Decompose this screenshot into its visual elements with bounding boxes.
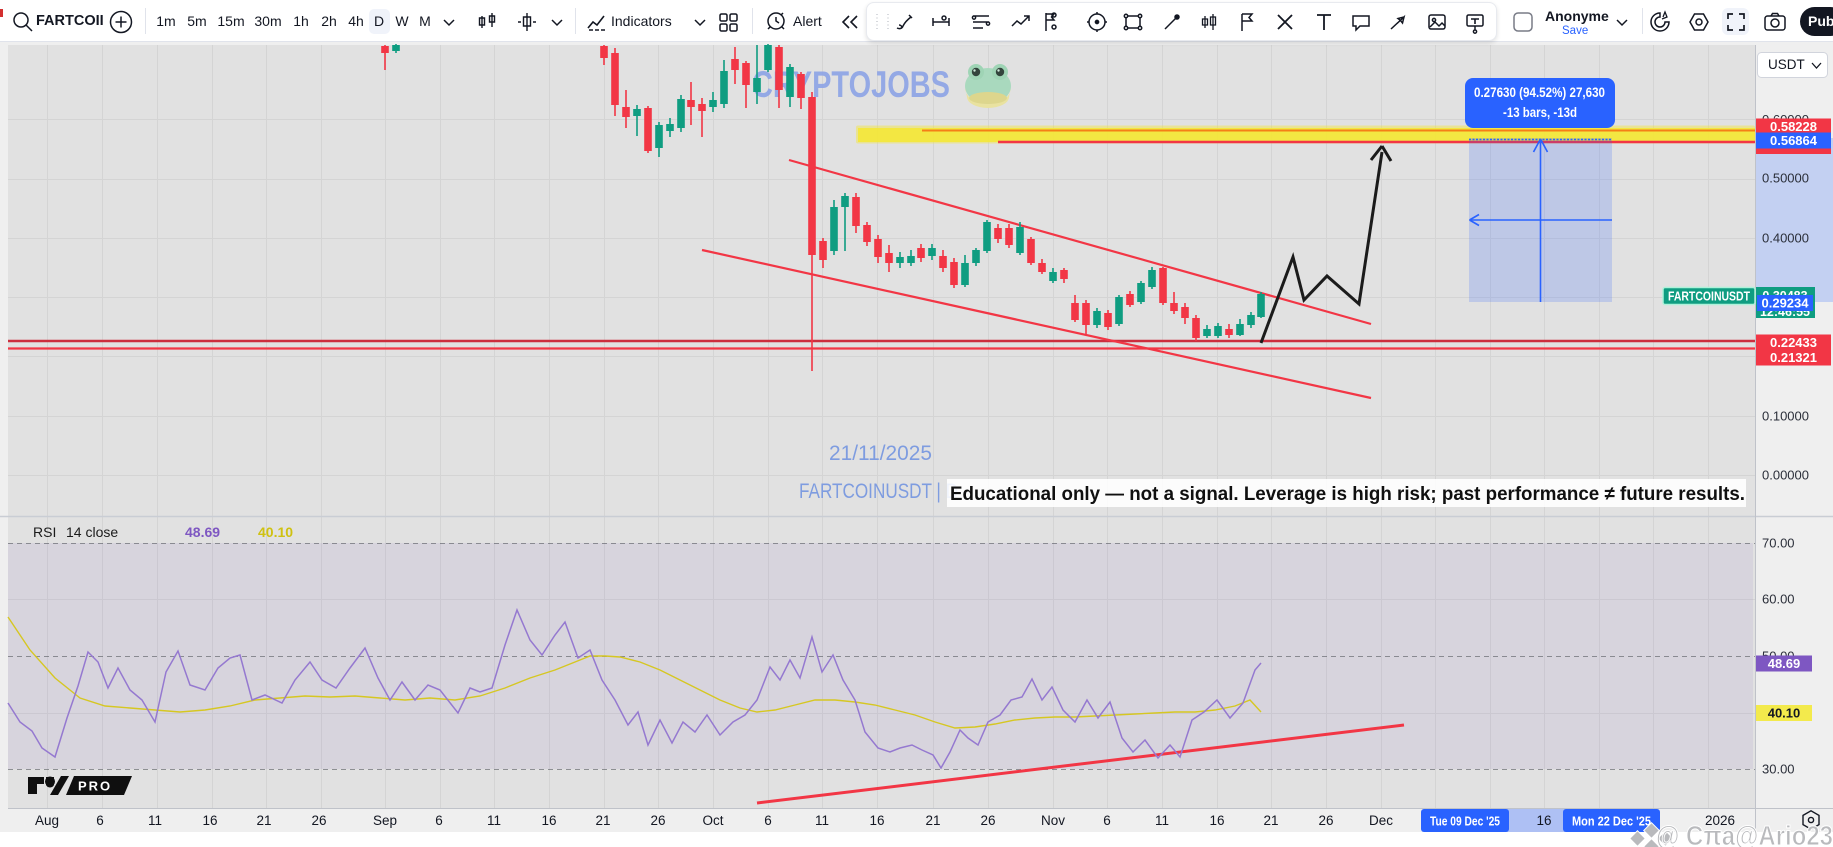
svg-text:21: 21 (925, 813, 940, 828)
svg-text:0.58228: 0.58228 (1770, 119, 1817, 134)
svg-text:11: 11 (487, 813, 501, 828)
svg-text:16: 16 (869, 813, 884, 828)
svg-text:CRYPTOJOBS: CRYPTOJOBS (752, 64, 950, 105)
svg-text:21: 21 (256, 813, 271, 828)
svg-text:0.27630 (94.52%) 27,630: 0.27630 (94.52%) 27,630 (1474, 85, 1605, 100)
svg-text:40.10: 40.10 (1768, 706, 1801, 721)
svg-text:-13 bars, -13d: -13 bars, -13d (1503, 105, 1577, 120)
svg-text:14 close: 14 close (66, 524, 118, 540)
svg-text:PRO: PRO (78, 779, 112, 794)
svg-text:16: 16 (1209, 813, 1224, 828)
svg-text:26: 26 (650, 813, 665, 828)
svg-text:11: 11 (148, 813, 162, 828)
svg-text:Nov: Nov (1041, 813, 1065, 828)
svg-text:Educational only — not a signa: Educational only — not a signal. Leverag… (950, 483, 1745, 505)
svg-text:Oct: Oct (702, 813, 723, 828)
svg-text:0.22433: 0.22433 (1770, 335, 1817, 350)
svg-text:6: 6 (435, 813, 443, 828)
svg-text:@ Cπa@Ario23: @ Cπa@Ario23 (1656, 820, 1833, 847)
svg-text:2026: 2026 (1705, 813, 1735, 828)
svg-text:48.69: 48.69 (185, 524, 220, 540)
svg-text:Dec: Dec (1369, 813, 1393, 828)
svg-text:0.56864: 0.56864 (1770, 133, 1818, 148)
svg-text:21/11/2025: 21/11/2025 (829, 442, 932, 465)
svg-text:26: 26 (1318, 813, 1333, 828)
svg-text:48.69: 48.69 (1768, 656, 1801, 671)
svg-text:21: 21 (1263, 813, 1278, 828)
svg-text:26: 26 (311, 813, 326, 828)
svg-text:Tue 09 Dec '25: Tue 09 Dec '25 (1430, 814, 1500, 829)
svg-text:30.00: 30.00 (1762, 762, 1795, 777)
svg-text:Sep: Sep (373, 813, 397, 828)
svg-text:6: 6 (96, 813, 104, 828)
svg-text:Aug: Aug (35, 813, 59, 828)
svg-text:0.10000: 0.10000 (1762, 409, 1809, 424)
svg-text:6: 6 (1103, 813, 1111, 828)
svg-text:0.21321: 0.21321 (1770, 350, 1817, 365)
svg-text:60.00: 60.00 (1762, 592, 1795, 607)
svg-text:16: 16 (541, 813, 556, 828)
svg-text:16: 16 (202, 813, 217, 828)
svg-text:40.10: 40.10 (258, 524, 293, 540)
svg-text:11: 11 (1155, 813, 1169, 828)
svg-text:6: 6 (764, 813, 772, 828)
svg-text:FARTCOINUSDT: FARTCOINUSDT (1668, 290, 1750, 304)
svg-text:0.29234: 0.29234 (1762, 296, 1810, 311)
svg-text:Mon 22 Dec '25: Mon 22 Dec '25 (1572, 814, 1651, 829)
svg-text:0.50000: 0.50000 (1762, 171, 1809, 186)
svg-text:0.40000: 0.40000 (1762, 231, 1809, 246)
svg-text:70.00: 70.00 (1762, 536, 1795, 551)
svg-text:0.00000: 0.00000 (1762, 468, 1809, 483)
svg-text:26: 26 (980, 813, 995, 828)
svg-text:RSI: RSI (33, 524, 56, 540)
svg-text:21: 21 (595, 813, 610, 828)
svg-text:11: 11 (815, 813, 829, 828)
svg-text:FARTCOINUSDT | D: FARTCOINUSDT | D (799, 480, 958, 503)
svg-text:USDT: USDT (1768, 57, 1805, 72)
svg-text:16: 16 (1536, 813, 1551, 828)
